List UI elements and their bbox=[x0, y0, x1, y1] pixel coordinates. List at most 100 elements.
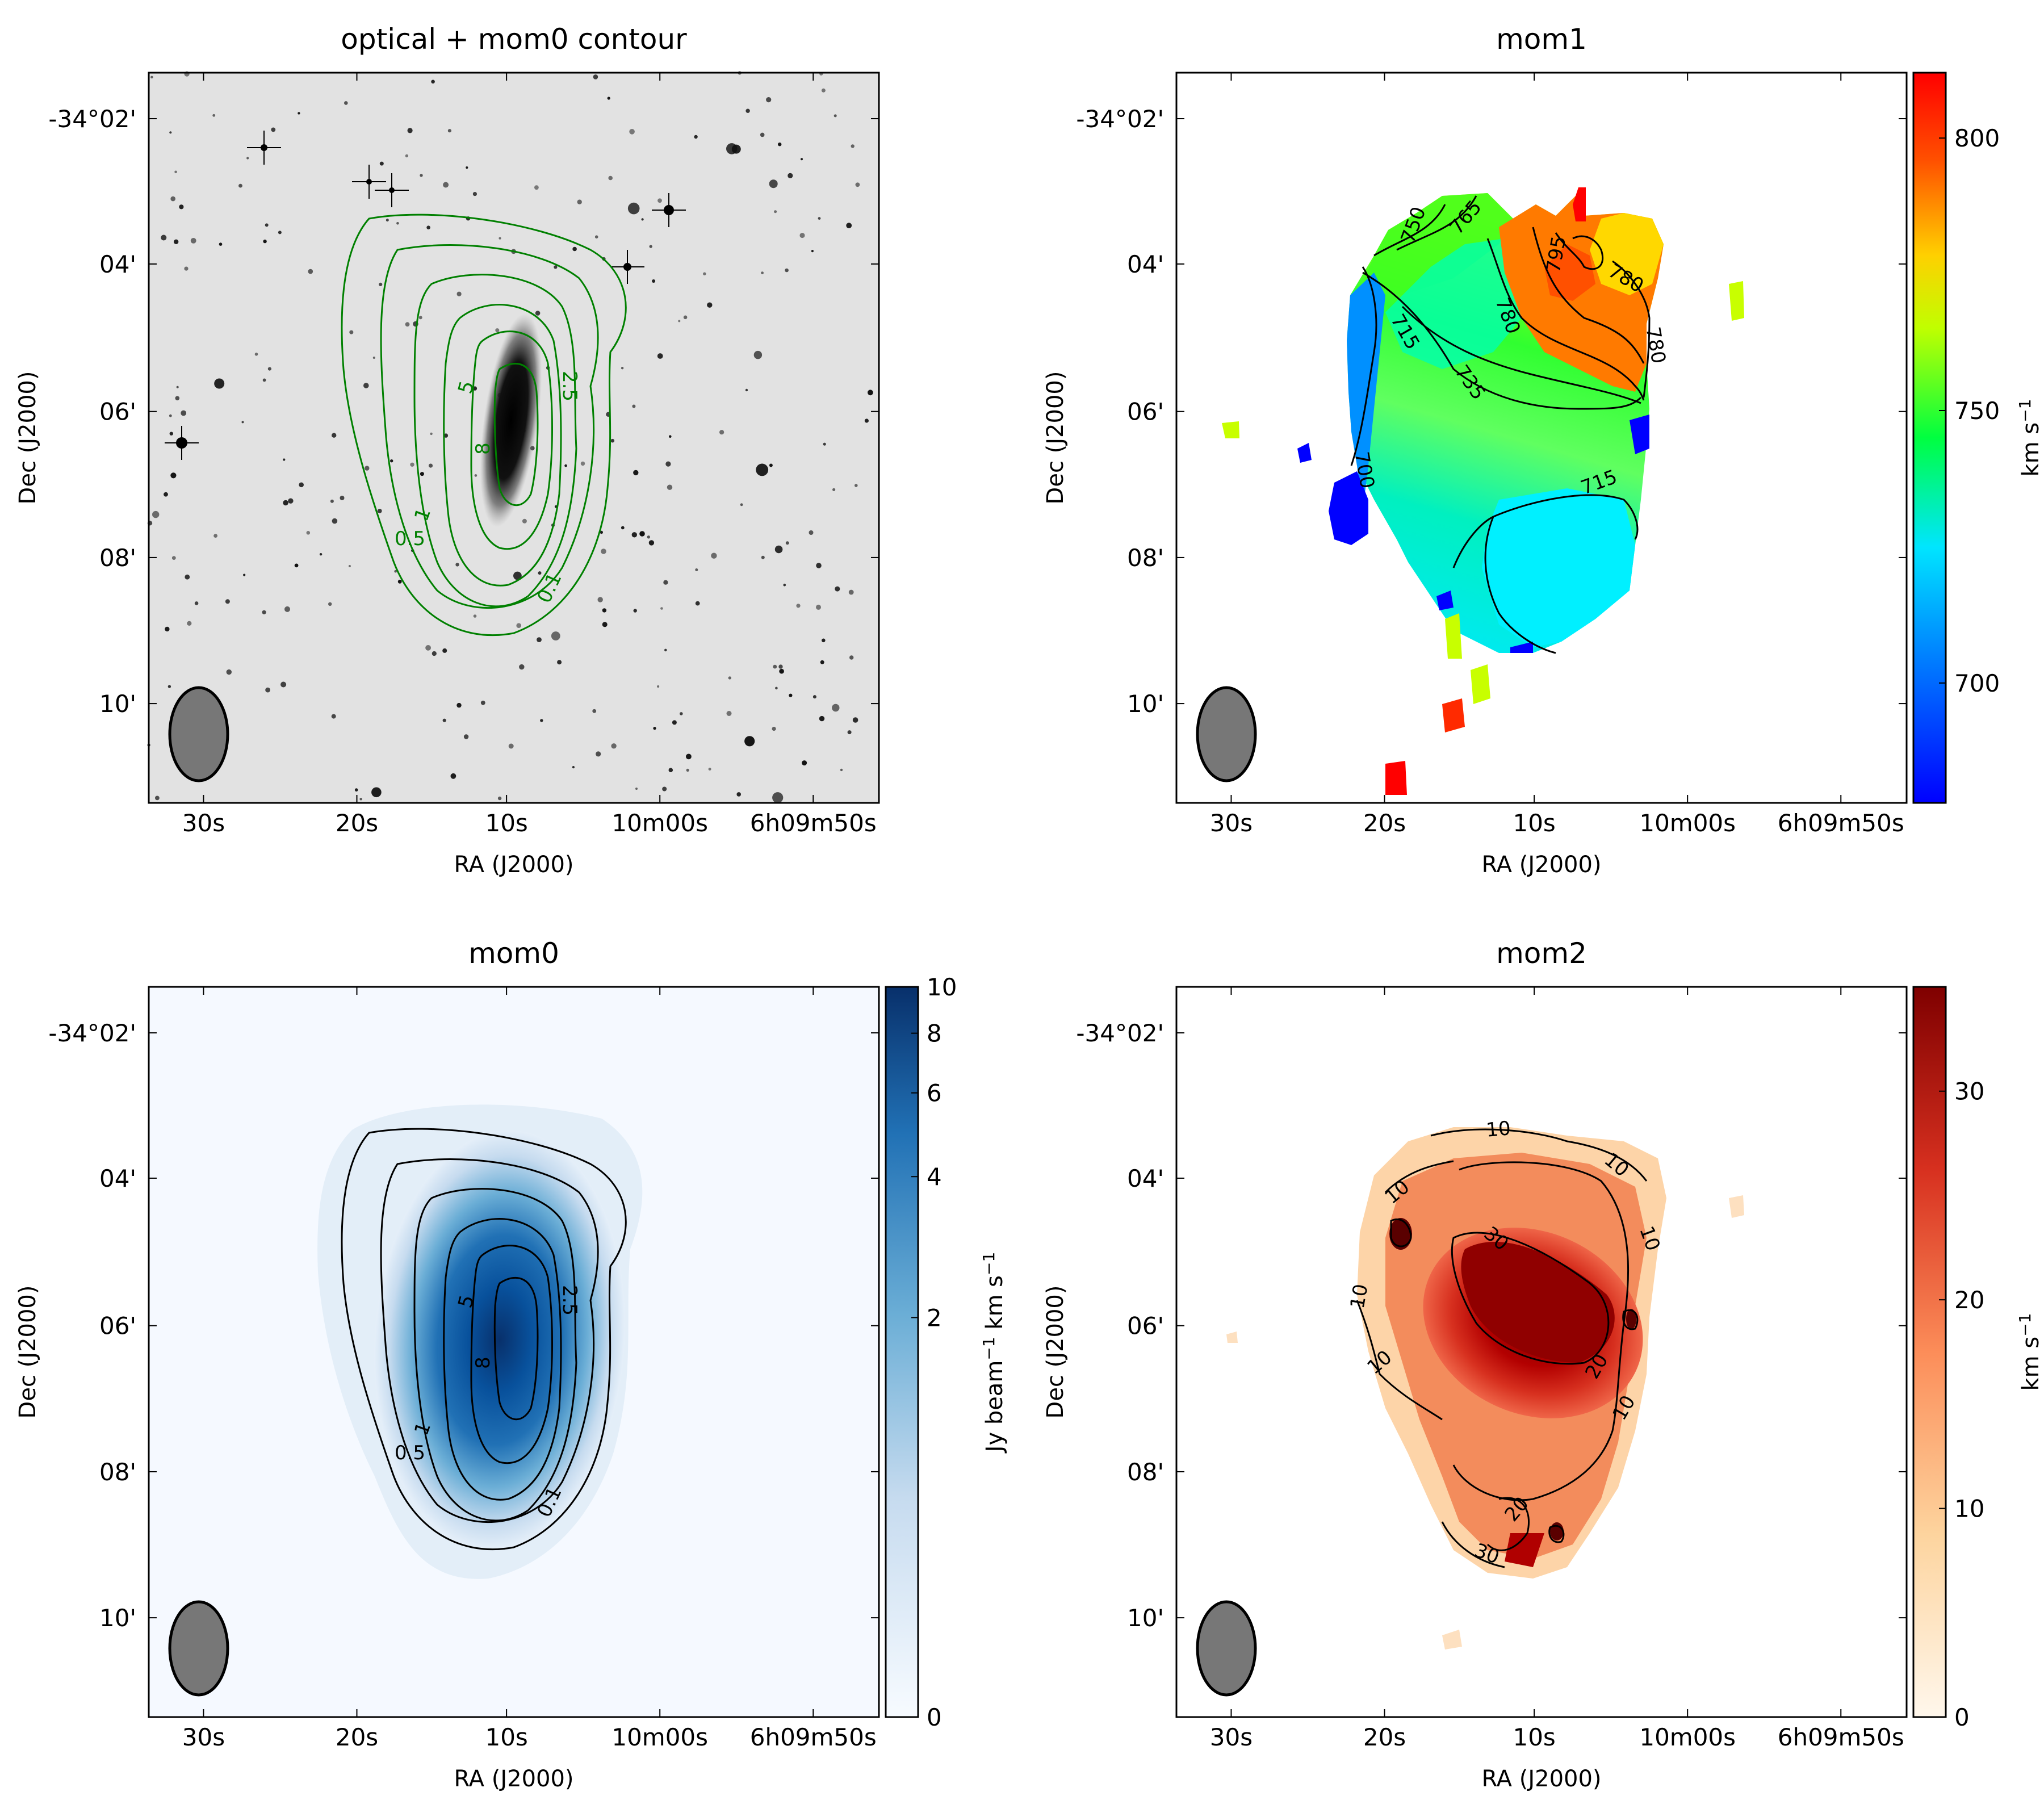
star bbox=[778, 143, 782, 146]
panel-mom1: 750 765 795 780 715 735 780 780 700 715 … bbox=[1175, 23, 2044, 804]
star bbox=[785, 541, 789, 545]
blob bbox=[1471, 664, 1490, 704]
star bbox=[538, 571, 542, 575]
y-tick-label: 10' bbox=[99, 690, 136, 718]
star bbox=[822, 638, 826, 643]
star bbox=[473, 614, 477, 618]
star bbox=[396, 222, 399, 225]
star bbox=[243, 573, 246, 576]
colorbar-tick-label: 10 bbox=[1954, 1495, 1984, 1523]
star bbox=[820, 660, 824, 664]
star bbox=[601, 549, 606, 554]
star bbox=[283, 458, 286, 461]
star bbox=[664, 648, 667, 652]
star bbox=[407, 128, 413, 133]
star bbox=[359, 798, 362, 801]
blob bbox=[1442, 698, 1465, 732]
star bbox=[672, 720, 677, 725]
star bbox=[179, 204, 184, 210]
star bbox=[821, 88, 826, 93]
star bbox=[633, 470, 639, 476]
contour-label: 0.5 bbox=[395, 1442, 425, 1464]
colorbar-tick-label: 800 bbox=[1954, 124, 2000, 152]
star bbox=[648, 540, 655, 546]
x-axis-label: RA (J2000) bbox=[454, 852, 573, 878]
blob bbox=[1445, 613, 1462, 659]
star bbox=[405, 154, 409, 158]
star bbox=[663, 580, 668, 585]
star bbox=[480, 700, 485, 705]
star bbox=[740, 503, 743, 506]
beam-ellipse bbox=[168, 1600, 229, 1697]
star bbox=[868, 390, 873, 396]
velocity-field-green bbox=[1363, 193, 1513, 295]
star bbox=[848, 589, 854, 595]
star bbox=[280, 681, 287, 688]
star bbox=[319, 553, 322, 556]
star bbox=[600, 530, 604, 534]
colorbar-label: km s−1 bbox=[2016, 1313, 2044, 1391]
star bbox=[443, 433, 449, 438]
star bbox=[174, 239, 179, 244]
x-tick-label: 6h09m50s bbox=[750, 809, 877, 837]
star bbox=[602, 608, 607, 613]
x-tick-label: 20s bbox=[336, 809, 378, 837]
star bbox=[428, 463, 433, 468]
star bbox=[801, 158, 803, 161]
star bbox=[726, 711, 732, 716]
star bbox=[744, 736, 755, 747]
x-tick-label: 10m00s bbox=[611, 809, 708, 837]
star bbox=[267, 367, 271, 371]
star bbox=[513, 571, 522, 580]
star bbox=[719, 430, 724, 435]
star bbox=[847, 730, 852, 735]
star bbox=[818, 217, 821, 220]
x-tick-label: 10m00s bbox=[611, 1723, 708, 1751]
colorbar-label-part: km s bbox=[982, 1275, 1008, 1337]
colorbar bbox=[885, 986, 919, 1718]
star bbox=[430, 432, 433, 436]
star bbox=[855, 484, 858, 487]
star bbox=[187, 621, 192, 626]
star bbox=[194, 601, 199, 605]
star bbox=[779, 668, 784, 674]
star bbox=[263, 239, 267, 244]
star bbox=[662, 786, 667, 792]
blob bbox=[1729, 1195, 1744, 1218]
star bbox=[667, 484, 673, 490]
hotspot bbox=[1550, 1522, 1564, 1540]
colorbar-label: Jy beam−1 km s−1 bbox=[979, 1252, 1008, 1454]
x-tick-label: 10s bbox=[485, 1723, 527, 1751]
star bbox=[225, 599, 230, 604]
y-tick-label: 08' bbox=[1127, 1458, 1164, 1486]
y-tick-label: 04' bbox=[99, 1165, 136, 1192]
star bbox=[683, 315, 688, 320]
star bbox=[155, 796, 160, 801]
star bbox=[846, 223, 852, 229]
star bbox=[832, 704, 840, 712]
x-tick-label: 6h09m50s bbox=[1778, 1723, 1904, 1751]
star bbox=[796, 604, 801, 608]
x-tick-label: 10s bbox=[1513, 809, 1555, 837]
colorbar-tick-label: 10 bbox=[927, 973, 957, 1001]
star bbox=[214, 378, 225, 389]
star bbox=[456, 702, 462, 708]
star bbox=[278, 231, 282, 235]
star bbox=[306, 531, 311, 535]
y-tick-label: 04' bbox=[99, 250, 136, 278]
plot-frame bbox=[148, 72, 880, 804]
star bbox=[761, 555, 765, 559]
contour-label: 10 bbox=[1485, 1117, 1512, 1142]
y-axis-label: Dec (J2000) bbox=[1042, 371, 1069, 505]
star bbox=[647, 535, 651, 539]
star bbox=[442, 648, 447, 653]
star bbox=[377, 509, 382, 513]
colorbar-tick-label: 750 bbox=[1954, 397, 2000, 425]
star bbox=[680, 712, 683, 715]
star bbox=[265, 687, 270, 693]
star bbox=[308, 269, 313, 274]
star bbox=[580, 461, 585, 466]
star bbox=[686, 768, 689, 772]
star bbox=[653, 727, 656, 730]
